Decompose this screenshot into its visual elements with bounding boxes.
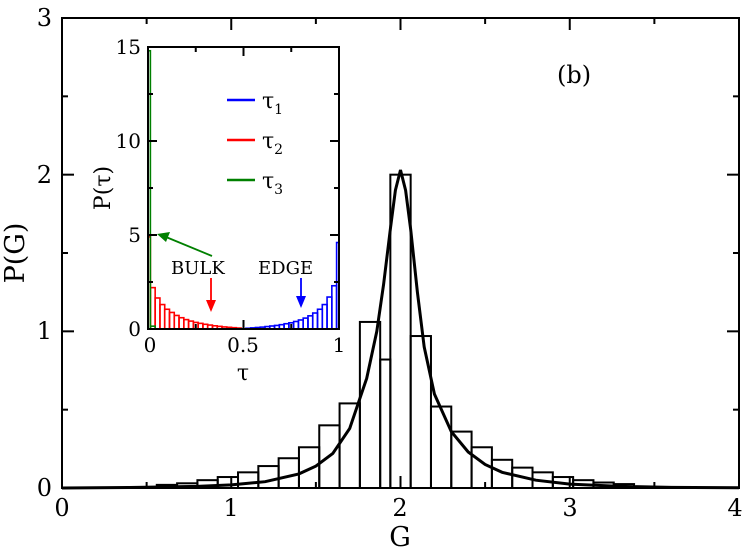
annotation-edge: EDGE xyxy=(258,258,313,279)
main-ytick-0: 0 xyxy=(37,474,52,502)
main-bar-10 xyxy=(358,320,382,489)
main-ytick-2: 2 xyxy=(37,161,52,189)
legend-entry-tau3: τ3 xyxy=(262,169,283,198)
legend-entry-tau2: τ2 xyxy=(262,129,283,158)
inset-ytick-5: 5 xyxy=(128,223,141,247)
inset-xtick-0.5: 0.5 xyxy=(227,333,259,357)
bulk-arrow xyxy=(206,278,216,312)
main-xtick-2: 2 xyxy=(392,494,407,522)
panel-label: (b) xyxy=(557,61,591,89)
main-y-axis-label: P(G) xyxy=(0,223,31,284)
legend-entry-tau1: τ1 xyxy=(262,89,283,118)
main-xtick-0: 0 xyxy=(54,494,69,522)
inset-xtick-0: 0 xyxy=(144,333,157,357)
inset-annotations: BULK EDGE xyxy=(157,232,313,312)
inset-xtick-1: 1 xyxy=(333,333,346,357)
annotation-bulk: BULK xyxy=(171,258,225,279)
main-xtick-3: 3 xyxy=(562,494,577,522)
inset-legend: τ1 τ2 τ3 xyxy=(227,89,283,198)
main-xtick-1: 1 xyxy=(223,494,238,522)
inset-x-axis-label: τ xyxy=(237,361,249,386)
inset-y-axis-label: P(τ) xyxy=(91,166,116,210)
inset-ytick-10: 10 xyxy=(116,129,141,153)
main-bar-12 xyxy=(389,173,412,490)
main-x-axis-label: G xyxy=(389,522,411,551)
inset-plot: 0 0.5 1 0 5 10 15 τ P(τ) τ1 τ2 τ3 BULK E… xyxy=(91,35,345,386)
inset-x-tick-labels: 0 0.5 1 xyxy=(144,333,346,357)
inset-background xyxy=(148,47,339,329)
main-y-tick-labels: 0 1 2 3 xyxy=(37,4,52,502)
main-bar-11 xyxy=(379,358,392,489)
main-bar-4 xyxy=(237,471,260,490)
main-fit-curve xyxy=(61,169,740,490)
main-plot: 0 1 2 3 4 0 1 2 3 G P(G) (b) xyxy=(0,4,743,551)
tau3-arrow xyxy=(157,232,213,257)
main-xtick-4: 4 xyxy=(727,494,742,522)
inset-ticks xyxy=(147,46,340,330)
main-bar-15 xyxy=(450,430,473,490)
inset-y-tick-labels: 0 5 10 15 xyxy=(116,35,141,341)
edge-arrow xyxy=(296,278,306,308)
main-ticks xyxy=(61,17,740,489)
main-x-tick-labels: 0 1 2 3 4 xyxy=(54,494,742,522)
inset-ytick-0: 0 xyxy=(128,317,141,341)
main-bar-5 xyxy=(257,465,280,490)
main-bar-14 xyxy=(429,405,453,489)
inset-ytick-15: 15 xyxy=(116,35,141,59)
main-ytick-3: 3 xyxy=(37,4,52,32)
main-ytick-1: 1 xyxy=(37,317,52,345)
main-bar-9 xyxy=(338,402,361,489)
